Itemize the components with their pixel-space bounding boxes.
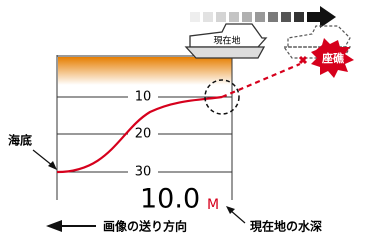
depth-label: 20 xyxy=(135,127,152,142)
boat: 現在地 xyxy=(186,24,266,58)
screen: 10 20 30 10.0 M xyxy=(57,55,300,215)
depth-label: 10 xyxy=(135,90,152,105)
seabed-label: 海底 xyxy=(8,133,32,148)
projected-line xyxy=(222,64,300,97)
boat-label: 現在地 xyxy=(213,35,240,47)
depth-value: 10.0 xyxy=(140,184,200,215)
current-depth-label: 現在地の水深 xyxy=(250,219,322,234)
hazard: 座礁 xyxy=(300,38,354,78)
motion-arrow xyxy=(190,6,336,28)
scroll-direction-label: 画像の送り方向 xyxy=(103,219,187,234)
depth-unit: M xyxy=(207,197,219,213)
hazard-label: 座礁 xyxy=(321,51,345,65)
depth-label: 30 xyxy=(135,165,152,180)
diagram: 10 20 30 10.0 M 現在地 座礁 海底 画像の送り方向 現在地の水深 xyxy=(0,0,365,243)
